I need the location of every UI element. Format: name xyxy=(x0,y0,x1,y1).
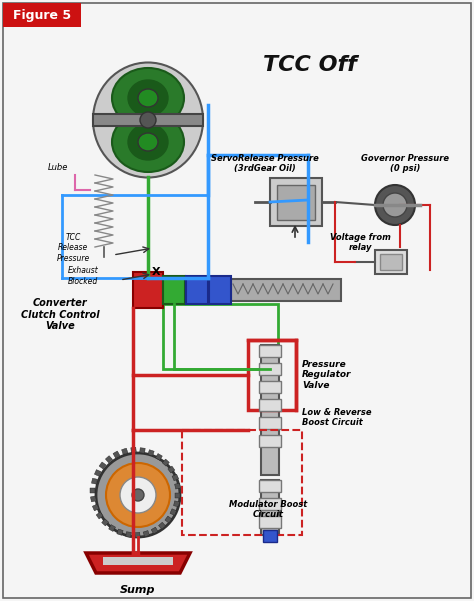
Bar xyxy=(122,448,128,454)
Text: Pressure
Regulator
Valve: Pressure Regulator Valve xyxy=(302,360,352,390)
Text: Converter
Clutch Control
Valve: Converter Clutch Control Valve xyxy=(21,298,100,331)
Bar xyxy=(168,466,175,473)
Bar xyxy=(96,512,103,519)
Bar xyxy=(102,519,109,526)
Bar xyxy=(261,480,279,535)
Bar xyxy=(105,456,112,463)
Bar xyxy=(158,522,165,529)
Bar xyxy=(380,254,402,270)
Text: Modulator Boost
Circuit: Modulator Boost Circuit xyxy=(229,500,307,519)
Bar xyxy=(261,345,279,475)
Bar xyxy=(259,345,281,357)
Bar xyxy=(263,530,277,542)
Bar xyxy=(173,501,180,507)
Bar xyxy=(259,498,281,510)
Polygon shape xyxy=(86,553,190,573)
Bar xyxy=(109,525,116,531)
Text: Governor Pressure
(0 psi): Governor Pressure (0 psi) xyxy=(361,154,449,173)
Text: ServoRelease Pressure
(3rdGear Oil): ServoRelease Pressure (3rdGear Oil) xyxy=(211,154,319,173)
Ellipse shape xyxy=(138,133,158,151)
Text: Exhaust
Blocked: Exhaust Blocked xyxy=(68,266,99,285)
Bar xyxy=(259,363,281,375)
Bar xyxy=(277,185,315,220)
Bar xyxy=(94,469,101,476)
Bar xyxy=(92,504,99,511)
Bar xyxy=(131,447,137,453)
Bar xyxy=(113,451,120,458)
Bar xyxy=(259,399,281,411)
Bar xyxy=(133,272,163,308)
Text: Sump: Sump xyxy=(120,585,156,595)
Bar xyxy=(259,435,281,447)
Bar xyxy=(148,450,154,456)
Bar xyxy=(103,557,173,565)
Text: Figure 5: Figure 5 xyxy=(13,8,71,22)
Bar xyxy=(140,448,145,453)
Bar xyxy=(126,532,131,537)
Bar xyxy=(91,478,98,484)
Bar xyxy=(270,178,322,226)
Bar xyxy=(248,340,296,410)
Bar xyxy=(91,487,95,492)
Text: Voltage from
relay: Voltage from relay xyxy=(329,233,391,252)
Ellipse shape xyxy=(112,68,184,128)
Bar xyxy=(259,516,281,528)
Bar xyxy=(99,462,106,469)
Ellipse shape xyxy=(128,80,168,116)
Bar xyxy=(93,114,203,126)
Text: TCC Off: TCC Off xyxy=(263,55,357,75)
Ellipse shape xyxy=(138,89,158,107)
Circle shape xyxy=(140,112,156,128)
Text: Lube: Lube xyxy=(48,163,68,172)
Ellipse shape xyxy=(112,112,184,172)
Bar xyxy=(117,529,123,535)
Text: Low & Reverse
Boost Circuit: Low & Reverse Boost Circuit xyxy=(302,408,372,427)
Circle shape xyxy=(132,489,144,501)
Bar xyxy=(162,459,169,466)
Text: X: X xyxy=(152,267,160,277)
Circle shape xyxy=(375,185,415,225)
Ellipse shape xyxy=(93,63,203,177)
Bar xyxy=(155,454,162,460)
Bar xyxy=(163,276,185,304)
Bar xyxy=(259,417,281,429)
Bar xyxy=(259,381,281,393)
Bar xyxy=(186,276,208,304)
Bar xyxy=(209,276,231,304)
Bar xyxy=(175,492,181,498)
Bar xyxy=(259,480,281,492)
Bar xyxy=(231,279,341,301)
Bar xyxy=(151,527,158,534)
Bar xyxy=(3,3,81,27)
Circle shape xyxy=(383,193,407,217)
Ellipse shape xyxy=(128,124,168,160)
Bar xyxy=(163,304,278,369)
Bar xyxy=(174,483,181,489)
Bar xyxy=(165,516,172,523)
Bar xyxy=(135,532,140,538)
Circle shape xyxy=(96,453,180,537)
Bar xyxy=(375,250,407,274)
Bar xyxy=(91,496,96,502)
Circle shape xyxy=(106,463,170,527)
Bar xyxy=(143,531,149,537)
Circle shape xyxy=(120,477,156,513)
Text: TCC
Release
Pressure: TCC Release Pressure xyxy=(56,233,90,263)
Bar xyxy=(182,430,302,535)
Bar xyxy=(170,509,177,516)
Bar xyxy=(172,474,179,481)
